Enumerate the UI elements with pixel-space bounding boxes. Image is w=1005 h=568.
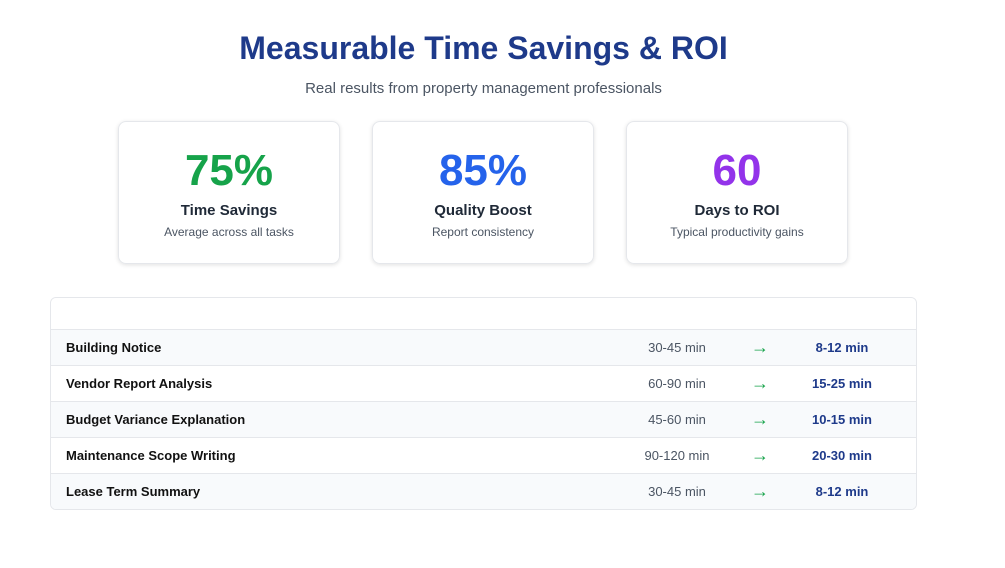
table-row: Vendor Report Analysis 60-90 min → 15-25… xyxy=(51,365,916,401)
task-name: Building Notice xyxy=(66,340,162,355)
manual-time: 30-45 min xyxy=(648,340,706,355)
table-header: Task Type Manual Time AI-Assisted xyxy=(51,298,916,329)
stat-card-time-savings: 75% Time Savings Average across all task… xyxy=(118,121,340,264)
stat-label: Quality Boost xyxy=(434,202,532,219)
column-header-manual: Manual Time xyxy=(634,305,720,322)
ai-time: 20-30 min xyxy=(812,448,872,463)
stat-description: Report consistency xyxy=(431,225,535,239)
task-name: Maintenance Scope Writing xyxy=(66,448,236,463)
stat-card-days-to-roi: 60 Days to ROI Typical productivity gain… xyxy=(626,121,848,264)
arrow-right-icon: → xyxy=(751,481,769,501)
stat-value: 75% xyxy=(184,146,274,195)
table-row: Maintenance Scope Writing 90-120 min → 2… xyxy=(51,437,916,473)
comparison-table: Task Type Manual Time AI-Assisted Buildi… xyxy=(50,297,917,510)
ai-time: 8-12 min xyxy=(815,340,869,355)
task-name: Budget Variance Explanation xyxy=(66,412,246,427)
task-name: Vendor Report Analysis xyxy=(66,376,213,391)
stat-label: Time Savings xyxy=(180,202,278,219)
manual-time: 45-60 min xyxy=(648,412,706,427)
stat-label: Days to ROI xyxy=(694,202,780,219)
ai-time: 8-12 min xyxy=(815,484,869,499)
manual-time: 60-90 min xyxy=(648,376,706,391)
column-header-task: Task Type xyxy=(66,305,133,322)
arrow-right-icon: → xyxy=(751,337,769,357)
ai-time: 10-15 min xyxy=(812,412,872,427)
stat-description: Average across all tasks xyxy=(164,225,294,239)
stat-description: Typical productivity gains xyxy=(670,225,804,239)
stat-value: 60 xyxy=(712,146,762,195)
column-header-ai: AI-Assisted xyxy=(803,305,881,322)
table-row: Lease Term Summary 30-45 min → 8-12 min xyxy=(51,473,916,509)
stat-value: 85% xyxy=(438,146,528,195)
manual-time: 90-120 min xyxy=(644,448,710,463)
arrow-right-icon: → xyxy=(751,409,769,429)
page-title: Measurable Time Savings & ROI xyxy=(239,30,728,66)
stat-card-quality-boost: 85% Quality Boost Report consistency xyxy=(372,121,594,264)
arrow-right-icon: → xyxy=(751,373,769,393)
manual-time: 30-45 min xyxy=(648,484,706,499)
table-row: Budget Variance Explanation 45-60 min → … xyxy=(51,401,916,437)
ai-time: 15-25 min xyxy=(812,376,872,391)
task-name: Lease Term Summary xyxy=(66,484,201,499)
page-subtitle: Real results from property management pr… xyxy=(305,80,662,97)
table-row: Building Notice 30-45 min → 8-12 min xyxy=(51,329,916,365)
arrow-right-icon: → xyxy=(751,445,769,465)
